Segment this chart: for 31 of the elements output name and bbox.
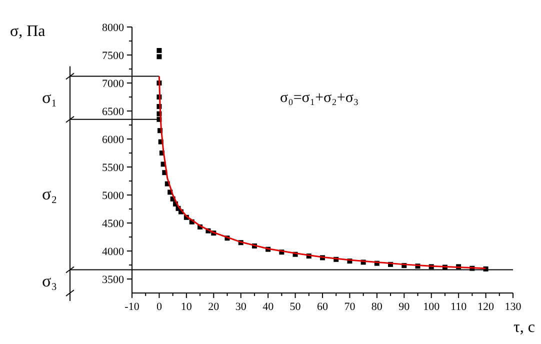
annotation: σ₀=σ₁+σ₂+σ₃	[280, 90, 359, 106]
y-tick-label: 6500	[102, 106, 124, 118]
x-tick-label: 70	[344, 301, 356, 313]
y-tick-label: 6000	[102, 134, 124, 146]
x-tick-label: 130	[504, 301, 522, 313]
text: σ₁	[42, 88, 58, 107]
y-tick-label: 5000	[102, 190, 124, 202]
y-axis-title: σ, Па	[10, 23, 46, 40]
y-tick-label: 7500	[102, 50, 124, 62]
y-tick-label: 4000	[102, 246, 124, 258]
y-tick-label: 7000	[102, 78, 124, 90]
x-tick-label: 100	[423, 301, 440, 313]
x-tick-label: 20	[208, 301, 220, 313]
x-tick-label: 60	[317, 301, 328, 313]
x-tick-label: 110	[450, 301, 468, 313]
x-axis-title: τ, с	[513, 319, 535, 336]
text: σ₂	[42, 184, 58, 204]
x-tick-label: 30	[235, 301, 247, 313]
x-tick-label: -10	[124, 301, 140, 313]
x-tick-label: 90	[398, 301, 410, 313]
y-tick-label: 3500	[102, 274, 124, 286]
x-tick-label: 10	[180, 301, 192, 313]
y-tick-label: 4500	[102, 218, 124, 230]
text: σ₃	[42, 271, 58, 290]
y-tick-label: 5500	[102, 162, 124, 174]
x-tick-label: 40	[262, 301, 274, 313]
x-tick-label: 0	[156, 301, 162, 313]
x-tick-label: 80	[371, 301, 383, 313]
x-tick-label: 120	[478, 301, 495, 313]
x-tick-label: 50	[290, 301, 302, 313]
y-tick-label: 8000	[102, 22, 124, 34]
